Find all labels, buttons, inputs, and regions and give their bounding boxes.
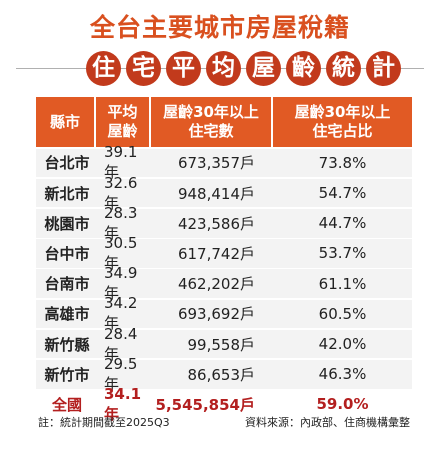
cell-city: 台北市 xyxy=(44,154,90,173)
cell-share: 44.7% xyxy=(318,214,367,233)
cell-city: 新竹縣 xyxy=(44,335,90,354)
total-share: 59.0% xyxy=(316,395,369,414)
cell-avg-age: 29.5年 xyxy=(104,354,138,393)
page-title: 全台主要城市房屋稅籍 xyxy=(89,13,350,42)
cell-city: 高雄市 xyxy=(44,305,90,324)
cell-count: 617,742戶 xyxy=(177,244,255,263)
header-count-label: 屋齡30年以上 住宅數 xyxy=(163,103,259,140)
table-row: 高雄市 34.2年 693,692戶 60.5% xyxy=(36,294,412,333)
cell-avg-age: 32.6年 xyxy=(104,173,138,212)
header-city: 縣市 xyxy=(36,97,96,147)
table-row: 新竹市 29.5年 86,653戶 46.3% xyxy=(36,354,412,393)
cell-share: 42.0% xyxy=(318,335,367,354)
cell-count: 99,558戶 xyxy=(187,335,256,354)
table-row: 桃園市 28.3年 423,586戶 44.7% xyxy=(36,203,412,242)
cell-share: 60.5% xyxy=(318,304,367,323)
cell-count: 462,202戶 xyxy=(177,275,255,294)
subtitle-char: 齡 xyxy=(286,51,321,86)
cell-city: 台南市 xyxy=(44,275,90,294)
cell-city: 桃園市 xyxy=(44,214,90,233)
subtitle-char: 平 xyxy=(166,51,201,86)
subtitle-char: 宅 xyxy=(126,51,161,86)
cell-count: 86,653戶 xyxy=(187,365,256,384)
cell-avg-age: 28.4年 xyxy=(104,324,138,363)
cell-count: 673,357戶 xyxy=(177,154,255,173)
cell-city: 台中市 xyxy=(44,244,90,263)
subtitle-char: 屋 xyxy=(246,51,281,86)
cell-city: 新竹市 xyxy=(44,365,90,384)
header-avg-age-label: 平均 屋齡 xyxy=(107,103,138,140)
table-row: 台北市 39.1年 673,357戶 73.8% xyxy=(36,143,412,182)
cell-avg-age: 30.5年 xyxy=(104,233,138,272)
header-share: 屋齡30年以上 住宅占比 xyxy=(273,97,412,147)
total-avg-age: 34.1年 xyxy=(104,384,142,423)
footnote: 註：統計期間截至2025Q3 xyxy=(38,416,170,429)
total-city: 全國 xyxy=(51,395,82,414)
header-avg-age: 平均 屋齡 xyxy=(96,97,151,147)
subtitle-char: 計 xyxy=(366,51,401,86)
cell-count: 693,692戶 xyxy=(177,305,255,324)
table-row: 新竹縣 28.4年 99,558戶 42.0% xyxy=(36,324,412,363)
subtitle: 住 宅 平 均 屋 齡 統 計 xyxy=(0,48,440,90)
subtitle-char: 統 xyxy=(326,51,361,86)
housing-age-table: 縣市 平均 屋齡 屋齡30年以上 住宅數 屋齡30年以上 住宅占比 台北市 39… xyxy=(36,97,412,423)
cell-avg-age: 34.9年 xyxy=(104,264,138,303)
cell-avg-age: 39.1年 xyxy=(104,143,138,182)
table-header: 縣市 平均 屋齡 屋齡30年以上 住宅數 屋齡30年以上 住宅占比 xyxy=(36,97,412,147)
table-total-row: 全國 34.1年 5,545,854戶 59.0% xyxy=(36,384,412,423)
header-share-label: 屋齡30年以上 住宅占比 xyxy=(294,103,391,140)
table-row: 台南市 34.9年 462,202戶 61.1% xyxy=(36,264,412,303)
subtitle-char: 住 xyxy=(86,51,121,86)
cell-avg-age: 28.3年 xyxy=(104,203,138,242)
cell-count: 423,586戶 xyxy=(177,214,255,233)
total-count: 5,545,854戶 xyxy=(155,395,255,414)
source-note: 資料來源：內政部、住商機構彙整 xyxy=(245,416,410,429)
header-count: 屋齡30年以上 住宅數 xyxy=(151,97,273,147)
cell-avg-age: 34.2年 xyxy=(104,294,138,333)
cell-city: 新北市 xyxy=(44,184,90,203)
header-city-label: 縣市 xyxy=(49,112,80,131)
cell-share: 46.3% xyxy=(318,365,367,384)
cell-count: 948,414戶 xyxy=(177,184,255,203)
table-row: 台中市 30.5年 617,742戶 53.7% xyxy=(36,233,412,272)
footer: 註：統計期間截至2025Q3 資料來源：內政部、住商機構彙整 xyxy=(38,414,410,430)
cell-share: 73.8% xyxy=(318,153,367,172)
cell-share: 61.1% xyxy=(318,274,367,293)
cell-share: 54.7% xyxy=(318,184,367,203)
table-row: 新北市 32.6年 948,414戶 54.7% xyxy=(36,173,412,212)
subtitle-circles: 住 宅 平 均 屋 齡 統 計 xyxy=(86,51,401,86)
subtitle-char: 均 xyxy=(206,51,241,86)
cell-share: 53.7% xyxy=(318,244,367,263)
